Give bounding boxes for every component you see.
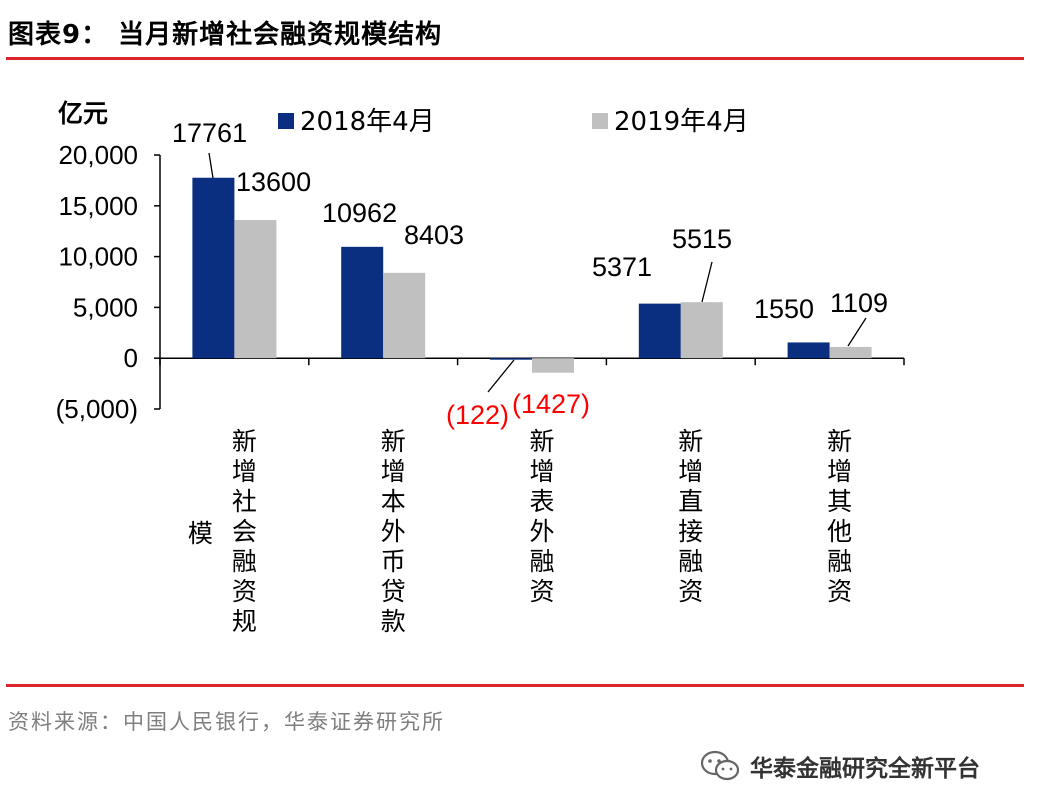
y-axis-unit: 亿元 <box>58 99 108 128</box>
title-divider <box>6 57 1024 60</box>
bar-chart: (5,000) 0 5,000 10,000 15,000 20,000 亿元 17761 10… <box>56 99 905 636</box>
bar-2019 <box>383 272 426 359</box>
x-tick-label: 新增表外融资 <box>529 427 554 606</box>
bar-2018 <box>490 358 532 360</box>
data-label-2019: (1427) <box>512 389 590 419</box>
data-label-2018: (122) <box>446 400 509 430</box>
legend-swatch-2019 <box>592 113 608 129</box>
bar-2019 <box>532 358 574 373</box>
leader-line <box>487 359 515 393</box>
bar-2018 <box>192 177 235 359</box>
leader-line <box>847 317 867 347</box>
watermark: 华泰金融研究全新平台 <box>700 748 980 784</box>
data-label-2018: 10962 <box>322 198 397 228</box>
leader-line <box>701 261 713 303</box>
data-label-2019: 8403 <box>404 220 464 250</box>
data-label-2018: 5371 <box>592 252 652 282</box>
bar-2018 <box>341 246 384 359</box>
bar-2019 <box>234 220 277 359</box>
footer-divider <box>6 684 1024 687</box>
bar-2019 <box>680 302 723 359</box>
y-tick-label: 10,000 <box>58 242 138 272</box>
y-tick-label: 5,000 <box>73 292 138 322</box>
legend-label-2018: 2018年4月 <box>300 107 435 137</box>
legend-label-2019: 2019年4月 <box>614 107 749 137</box>
chart-title: 图表9： 当月新增社会融资规模结构 <box>8 20 443 50</box>
data-label-2018: 17761 <box>172 118 247 148</box>
x-tick-label: 新增其他融资 <box>827 427 852 606</box>
bar-2019 <box>829 346 872 359</box>
x-tick-label: 新增社会融资规模 <box>188 427 257 636</box>
bar-2018 <box>787 342 830 359</box>
y-tick-label: 0 <box>124 343 138 373</box>
data-label-2019: 1109 <box>830 288 888 318</box>
legend-swatch-2018 <box>278 113 294 129</box>
data-label-2019: 13600 <box>236 167 311 197</box>
y-tick-label: 20,000 <box>58 140 138 170</box>
source-note: 资料来源：中国人民银行，华泰证券研究所 <box>8 710 445 734</box>
data-label-2019: 5515 <box>672 224 732 254</box>
y-tick-label: (5,000) <box>56 394 138 424</box>
x-tick-label: 新增本外币贷款 <box>381 427 406 636</box>
watermark-text: 华泰金融研究全新平台 <box>750 756 980 782</box>
wechat-icon <box>700 750 740 782</box>
bar-2018 <box>638 303 681 359</box>
leader-line <box>208 152 214 179</box>
y-tick-label: 15,000 <box>58 191 138 221</box>
x-tick-label: 新增直接融资 <box>678 427 703 606</box>
data-label-2018: 1550 <box>754 294 814 324</box>
